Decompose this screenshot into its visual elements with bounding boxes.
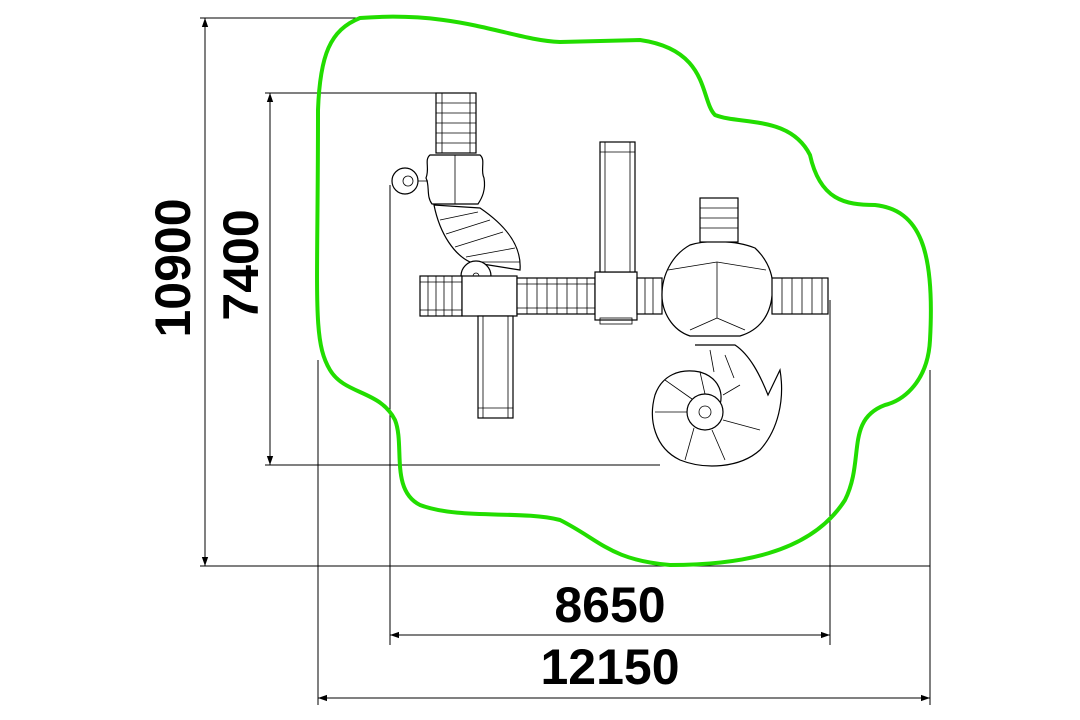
bottom-left-slide: [477, 315, 514, 419]
steering-wheel: [391, 167, 428, 195]
top-left-deck: [425, 154, 486, 205]
playground-equipment: [391, 92, 829, 467]
overall-height-label: 10900: [145, 198, 201, 337]
top-left-ladder: [435, 92, 477, 154]
safety-zone-outline: [315, 14, 933, 568]
overall-width-label: 12150: [540, 639, 679, 695]
short-bridge: [636, 277, 663, 315]
central-deck: [461, 275, 518, 317]
large-tower-deck: [661, 240, 774, 337]
top-right-ladder: [699, 197, 739, 243]
equipment-width-label: 8650: [554, 577, 665, 633]
right-ladder: [771, 277, 829, 315]
spiral-slide: [651, 344, 783, 467]
curved-tube-slide: [433, 204, 521, 271]
long-bridge: [516, 277, 596, 315]
top-center-slide: [599, 141, 636, 273]
left-bridge: [419, 275, 463, 317]
equipment-height-label: 7400: [213, 209, 269, 320]
middle-tower-deck: [594, 271, 638, 325]
